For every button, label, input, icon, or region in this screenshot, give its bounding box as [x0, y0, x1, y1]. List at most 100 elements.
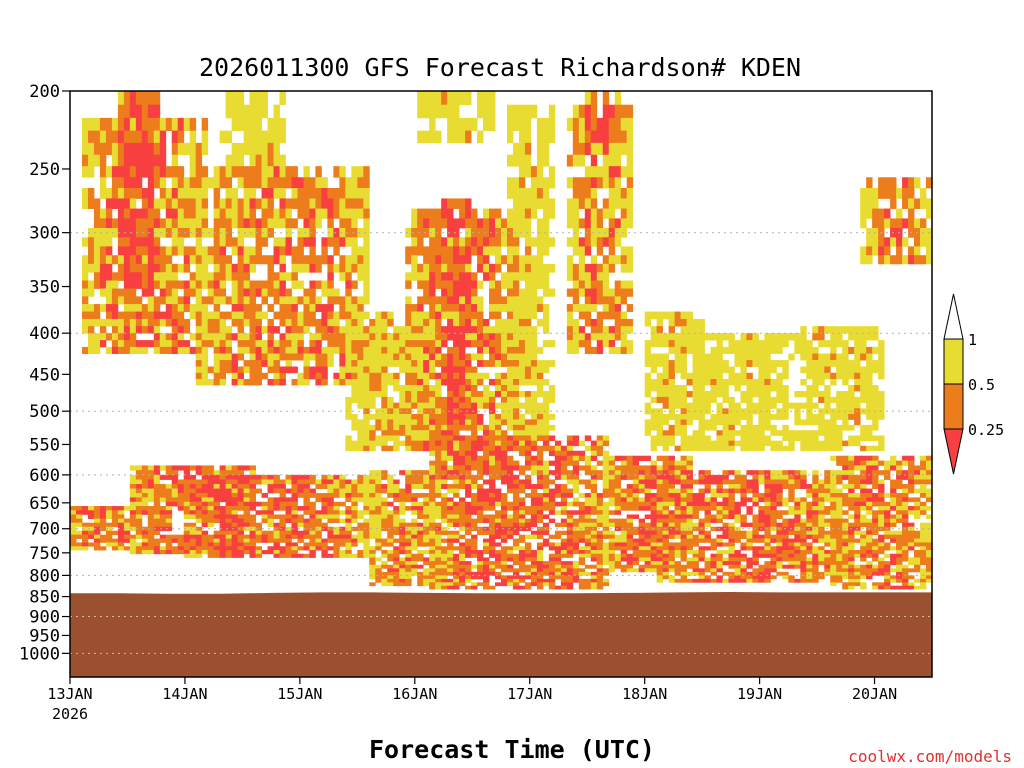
- heatmap-cell: [315, 484, 322, 489]
- heatmap-cell: [608, 534, 616, 539]
- heatmap-cell: [518, 518, 526, 524]
- heatmap-cell: [249, 378, 256, 386]
- heatmap-cell: [495, 522, 502, 528]
- heatmap-cell: [171, 208, 179, 219]
- heatmap-cell: [405, 534, 412, 539]
- heatmap-cell: [471, 497, 478, 503]
- heatmap-cell: [243, 378, 250, 386]
- heatmap-cell: [363, 501, 370, 507]
- heatmap-cell: [447, 538, 454, 543]
- heatmap-cell: [129, 501, 137, 507]
- heatmap-cell: [147, 117, 155, 131]
- heatmap-cell: [524, 493, 532, 498]
- heatmap-cell: [363, 396, 370, 404]
- heatmap-cell: [207, 288, 215, 297]
- heatmap-cell: [267, 479, 274, 485]
- heatmap-cell: [147, 311, 155, 320]
- heatmap-cell: [315, 198, 322, 209]
- heatmap-cell: [471, 534, 478, 539]
- heatmap-cell: [429, 311, 436, 320]
- heatmap-cell: [572, 518, 580, 524]
- heatmap-cell: [704, 333, 711, 341]
- heatmap-cell: [393, 561, 400, 566]
- heatmap-cell: [279, 208, 286, 219]
- heatmap-cell: [339, 488, 346, 494]
- heatmap-cell: [351, 497, 358, 503]
- heatmap-cell: [483, 218, 490, 229]
- heatmap-cell: [393, 484, 400, 489]
- heatmap-cell: [183, 465, 191, 471]
- heatmap-cell: [177, 218, 185, 229]
- heatmap-cell: [590, 484, 598, 489]
- heatmap-cell: [381, 360, 388, 367]
- heatmap-cell: [99, 237, 107, 247]
- heatmap-cell: [477, 455, 484, 462]
- heatmap-cell: [363, 326, 370, 334]
- heatmap-cell: [501, 506, 508, 511]
- heatmap-cell: [465, 450, 472, 457]
- heatmap-cell: [171, 263, 179, 273]
- heatmap-cell: [698, 493, 705, 498]
- heatmap-cell: [524, 455, 532, 462]
- heatmap-cell: [447, 497, 454, 503]
- heatmap-cell: [237, 272, 244, 281]
- heatmap-cell: [399, 340, 406, 348]
- heatmap-cell: [423, 479, 430, 485]
- heatmap-cell: [261, 340, 268, 348]
- heatmap-cell: [650, 440, 658, 447]
- heatmap-cell: [357, 311, 364, 320]
- heatmap-cell: [147, 188, 155, 199]
- heatmap-cell: [123, 304, 131, 312]
- heatmap-cell: [393, 557, 400, 562]
- heatmap-cell: [135, 518, 143, 524]
- heatmap-cell: [153, 506, 161, 511]
- heatmap-cell: [219, 530, 227, 536]
- heatmap-cell: [614, 518, 622, 524]
- heatmap-cell: [303, 263, 310, 273]
- heatmap-cell: [357, 255, 364, 265]
- heatmap-cell: [704, 506, 711, 511]
- heatmap-cell: [483, 372, 490, 380]
- heatmap-cell: [321, 378, 328, 386]
- heatmap-cell: [243, 465, 250, 471]
- heatmap-cell: [447, 104, 454, 119]
- heatmap-cell: [447, 263, 454, 273]
- heatmap-cell: [219, 246, 227, 256]
- heatmap-cell: [75, 530, 83, 536]
- heatmap-cell: [453, 296, 460, 305]
- heatmap-cell: [710, 360, 717, 367]
- heatmap-cell: [291, 518, 298, 524]
- heatmap-cell: [207, 501, 215, 507]
- heatmap-cell: [489, 585, 496, 590]
- heatmap-cell: [393, 440, 400, 447]
- heatmap-cell: [297, 263, 304, 273]
- heatmap-cell: [297, 493, 304, 498]
- heatmap-cell: [489, 408, 496, 415]
- heatmap-cell: [483, 450, 490, 457]
- heatmap-cell: [501, 455, 508, 462]
- heatmap-cell: [459, 318, 466, 327]
- heatmap-cell: [219, 130, 227, 144]
- heatmap-cell: [662, 385, 670, 392]
- heatmap-cell: [231, 522, 239, 528]
- heatmap-cell: [506, 526, 514, 532]
- heatmap-cell: [417, 510, 424, 515]
- heatmap-cell: [117, 117, 125, 131]
- heatmap-cell: [453, 280, 460, 289]
- heatmap-cell: [560, 470, 568, 476]
- heatmap-cell: [177, 506, 185, 511]
- heatmap-cell: [483, 246, 490, 256]
- heatmap-cell: [489, 493, 496, 498]
- heatmap-cell: [644, 488, 652, 494]
- heatmap-cell: [554, 460, 562, 466]
- heatmap-cell: [584, 177, 592, 189]
- heatmap-cell: [477, 493, 484, 498]
- heatmap-cell: [435, 255, 442, 265]
- heatmap-cell: [75, 510, 83, 515]
- heatmap-cell: [560, 538, 568, 543]
- heatmap-cell: [267, 326, 274, 334]
- heatmap-cell: [165, 538, 173, 543]
- heatmap-cell: [524, 104, 532, 119]
- heatmap-cell: [153, 546, 161, 551]
